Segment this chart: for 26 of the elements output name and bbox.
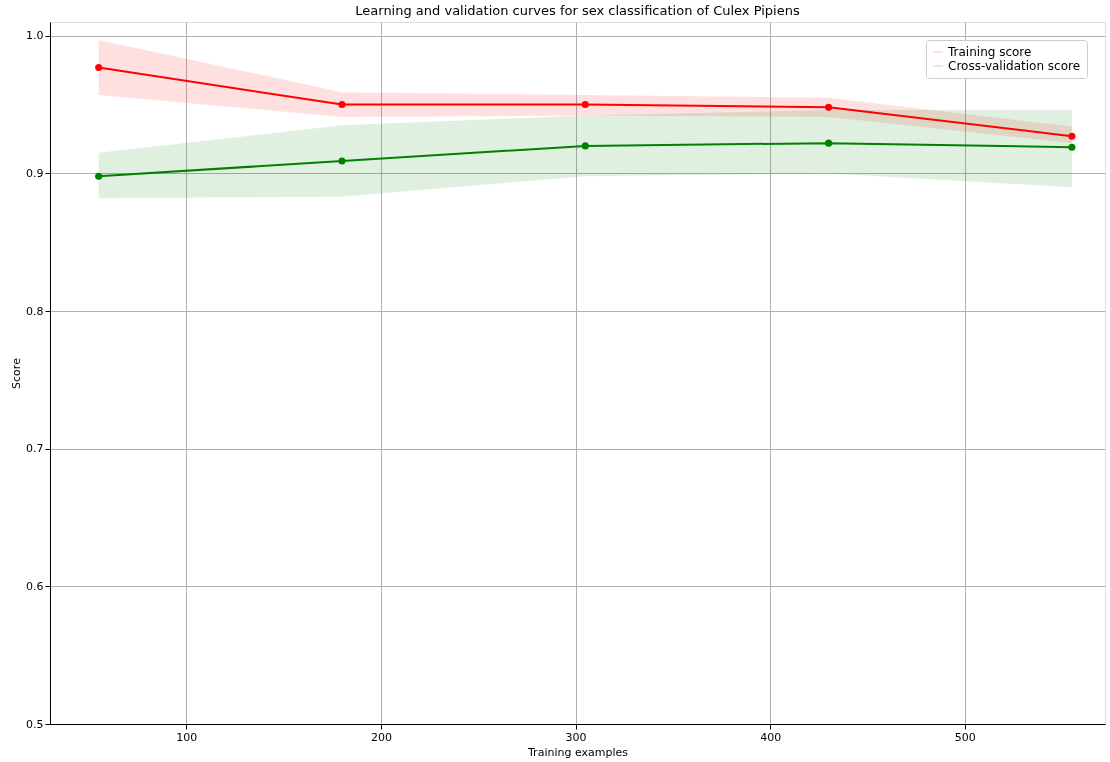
point — [581, 142, 589, 150]
y-axis-title: Score — [10, 357, 24, 389]
x-tick-label: 300 — [565, 730, 587, 744]
point — [825, 103, 833, 111]
point — [338, 157, 346, 165]
y-tick-label: 0.7 — [26, 442, 44, 456]
point — [1068, 132, 1076, 140]
x-tick-label: 500 — [954, 730, 976, 744]
point — [1068, 143, 1076, 151]
legend-label: Cross-validation score — [948, 59, 1081, 73]
point — [95, 172, 103, 180]
x-tick-label: 400 — [760, 730, 782, 744]
point — [95, 63, 103, 71]
y-tick-label: 0.8 — [26, 304, 44, 318]
x-tick-label: 200 — [370, 730, 392, 744]
chart-title: Learning and validation curves for sex classification of Culex Pipiens — [355, 3, 800, 18]
y-tick-label: 1.0 — [26, 29, 44, 43]
y-tick-label: 0.6 — [26, 579, 44, 593]
y-tick-label: 0.9 — [26, 166, 44, 180]
y-tick-label: 0.5 — [26, 717, 44, 731]
point — [338, 101, 346, 109]
point — [581, 101, 589, 109]
legend-label: Training score — [947, 45, 1032, 59]
point — [825, 139, 833, 147]
x-axis-title: Training examples — [527, 745, 629, 759]
x-tick-label: 100 — [176, 730, 198, 744]
